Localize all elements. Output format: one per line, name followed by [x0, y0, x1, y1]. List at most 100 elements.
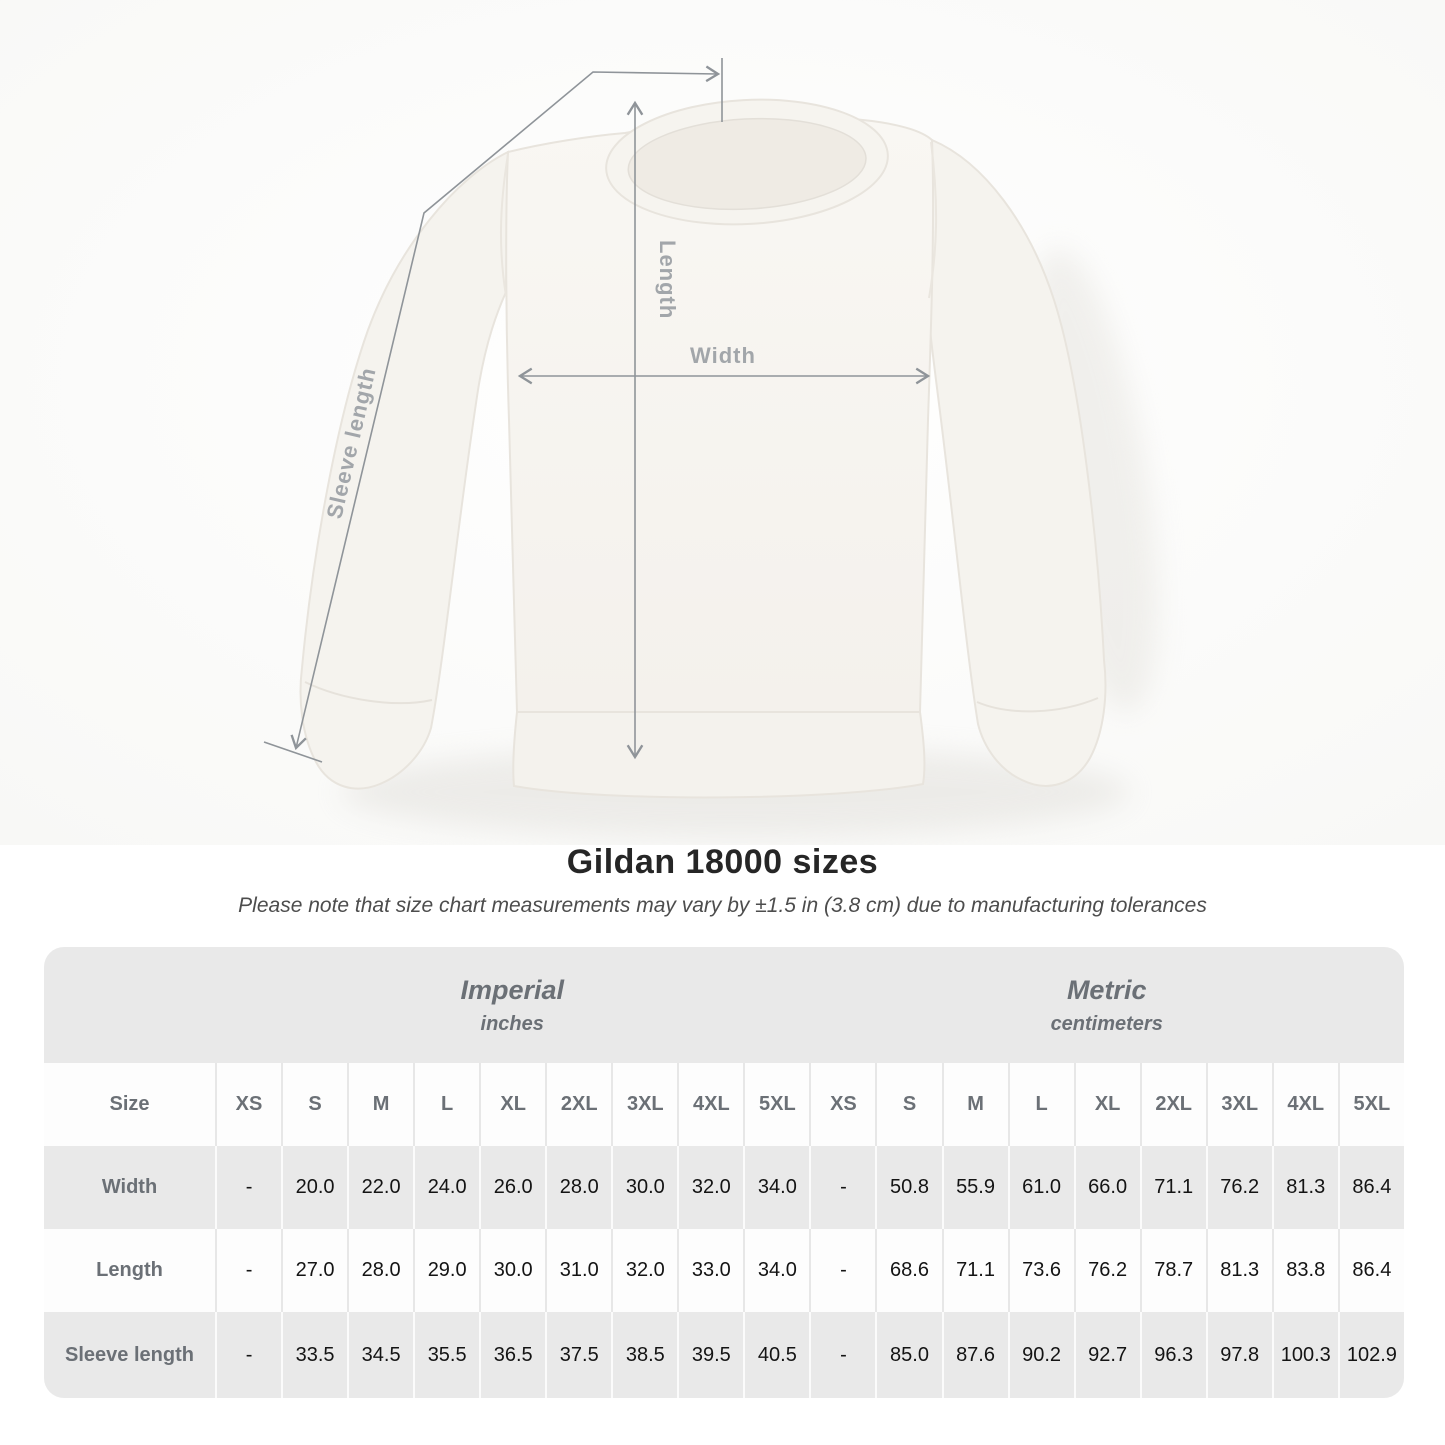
value-cell: 81.3 — [1205, 1229, 1272, 1312]
value-cell: 92.7 — [1073, 1312, 1140, 1398]
value-cell: - — [809, 1312, 876, 1398]
width-row: Width - 20.0 22.0 24.0 26.0 28.0 30.0 32… — [44, 1146, 1404, 1229]
value-cell: 30.0 — [611, 1146, 678, 1229]
size-header: 5XL — [1337, 1063, 1404, 1146]
value-cell: 97.8 — [1205, 1312, 1272, 1398]
tolerance-note: Please note that size chart measurements… — [238, 894, 1207, 917]
value-cell: 68.6 — [875, 1229, 942, 1312]
row-label: Width — [44, 1146, 215, 1229]
value-cell: 28.0 — [545, 1146, 612, 1229]
value-cell: 33.5 — [281, 1312, 348, 1398]
value-cell: 96.3 — [1139, 1312, 1206, 1398]
value-cell: 20.0 — [281, 1146, 348, 1229]
size-header: XL — [479, 1063, 546, 1146]
right-cuff-seam — [976, 697, 1099, 713]
value-cell: 102.9 — [1337, 1312, 1404, 1398]
unit-group-row: Imperial inches Metric centimeters — [44, 947, 1404, 1063]
value-cell: - — [215, 1229, 282, 1312]
value-cell: 32.0 — [677, 1146, 744, 1229]
size-header: XS — [809, 1063, 876, 1146]
size-header: M — [941, 1063, 1008, 1146]
value-cell: 27.0 — [281, 1229, 348, 1312]
value-cell: 100.3 — [1271, 1312, 1338, 1398]
right-sleeve — [926, 138, 1107, 787]
corner-spacer — [44, 947, 215, 1063]
cuff-tick-line — [263, 741, 323, 763]
value-cell: 38.5 — [611, 1312, 678, 1398]
size-header: 4XL — [677, 1063, 744, 1146]
value-cell: - — [809, 1146, 876, 1229]
value-cell: - — [809, 1229, 876, 1312]
value-cell: 76.2 — [1073, 1229, 1140, 1312]
size-header: XS — [215, 1063, 282, 1146]
value-cell: 83.8 — [1271, 1229, 1338, 1312]
sweatshirt-diagram-svg: Length Width Sleeve length — [0, 0, 1445, 845]
imperial-label: Imperial — [460, 974, 564, 1005]
width-label: Width — [690, 343, 756, 368]
value-cell: 71.1 — [941, 1229, 1008, 1312]
value-cell: 71.1 — [1139, 1146, 1206, 1229]
value-cell: 34.0 — [743, 1229, 810, 1312]
value-cell: 29.0 — [413, 1229, 480, 1312]
value-cell: 33.0 — [677, 1229, 744, 1312]
value-cell: - — [215, 1146, 282, 1229]
value-cell: 24.0 — [413, 1146, 480, 1229]
metric-label: Metric — [1066, 974, 1147, 1005]
value-cell: 90.2 — [1007, 1312, 1074, 1398]
value-cell: 28.0 — [347, 1229, 414, 1312]
value-cell: 39.5 — [677, 1312, 744, 1398]
value-cell: 55.9 — [941, 1146, 1008, 1229]
row-label: Length — [44, 1229, 215, 1312]
size-header: XL — [1073, 1063, 1140, 1146]
value-cell: 61.0 — [1007, 1146, 1074, 1229]
value-cell: 26.0 — [479, 1146, 546, 1229]
value-cell: 86.4 — [1337, 1146, 1404, 1229]
value-cell: 81.3 — [1271, 1146, 1338, 1229]
value-cell: 87.6 — [941, 1312, 1008, 1398]
size-header: 2XL — [1139, 1063, 1206, 1146]
size-header: L — [413, 1063, 480, 1146]
size-table-wrap: Imperial inches Metric centimeters Size … — [44, 947, 1404, 1398]
size-header: S — [281, 1063, 348, 1146]
value-cell: 50.8 — [875, 1146, 942, 1229]
size-header: 2XL — [545, 1063, 612, 1146]
sleeve-length-row: Sleeve length - 33.5 34.5 35.5 36.5 37.5… — [44, 1312, 1404, 1398]
size-header: M — [347, 1063, 414, 1146]
size-table: Imperial inches Metric centimeters Size … — [44, 947, 1404, 1398]
right-sleeve-seam — [928, 141, 938, 299]
size-header-row: Size XS S M L XL 2XL 3XL 4XL 5XL XS S M … — [44, 1063, 1404, 1146]
value-cell: 32.0 — [611, 1229, 678, 1312]
row-label: Sleeve length — [44, 1312, 215, 1398]
metric-group-header: Metric centimeters — [809, 947, 1404, 1063]
sweatshirt-diagram: Length Width Sleeve length — [0, 0, 1445, 845]
imperial-group-header: Imperial inches — [215, 947, 810, 1063]
value-cell: 66.0 — [1073, 1146, 1140, 1229]
value-cell: 86.4 — [1337, 1229, 1404, 1312]
size-header: 3XL — [1205, 1063, 1272, 1146]
size-header: 5XL — [743, 1063, 810, 1146]
size-header: 4XL — [1271, 1063, 1338, 1146]
page-title: Gildan 18000 sizes — [566, 843, 879, 881]
length-row: Length - 27.0 28.0 29.0 30.0 31.0 32.0 3… — [44, 1229, 1404, 1312]
value-cell: 40.5 — [743, 1312, 810, 1398]
value-cell: 30.0 — [479, 1229, 546, 1312]
size-header: 3XL — [611, 1063, 678, 1146]
imperial-unit: inches — [480, 1012, 544, 1035]
size-header: S — [875, 1063, 942, 1146]
value-cell: 31.0 — [545, 1229, 612, 1312]
value-cell: - — [215, 1312, 282, 1398]
waistband — [512, 711, 926, 799]
size-corner-header: Size — [44, 1063, 215, 1146]
value-cell: 36.5 — [479, 1312, 546, 1398]
metric-unit: centimeters — [1050, 1012, 1163, 1035]
value-cell: 85.0 — [875, 1312, 942, 1398]
size-header: L — [1007, 1063, 1074, 1146]
value-cell: 78.7 — [1139, 1229, 1206, 1312]
value-cell: 37.5 — [545, 1312, 612, 1398]
value-cell: 35.5 — [413, 1312, 480, 1398]
value-cell: 34.0 — [743, 1146, 810, 1229]
value-cell: 22.0 — [347, 1146, 414, 1229]
value-cell: 76.2 — [1205, 1146, 1272, 1229]
value-cell: 73.6 — [1007, 1229, 1074, 1312]
